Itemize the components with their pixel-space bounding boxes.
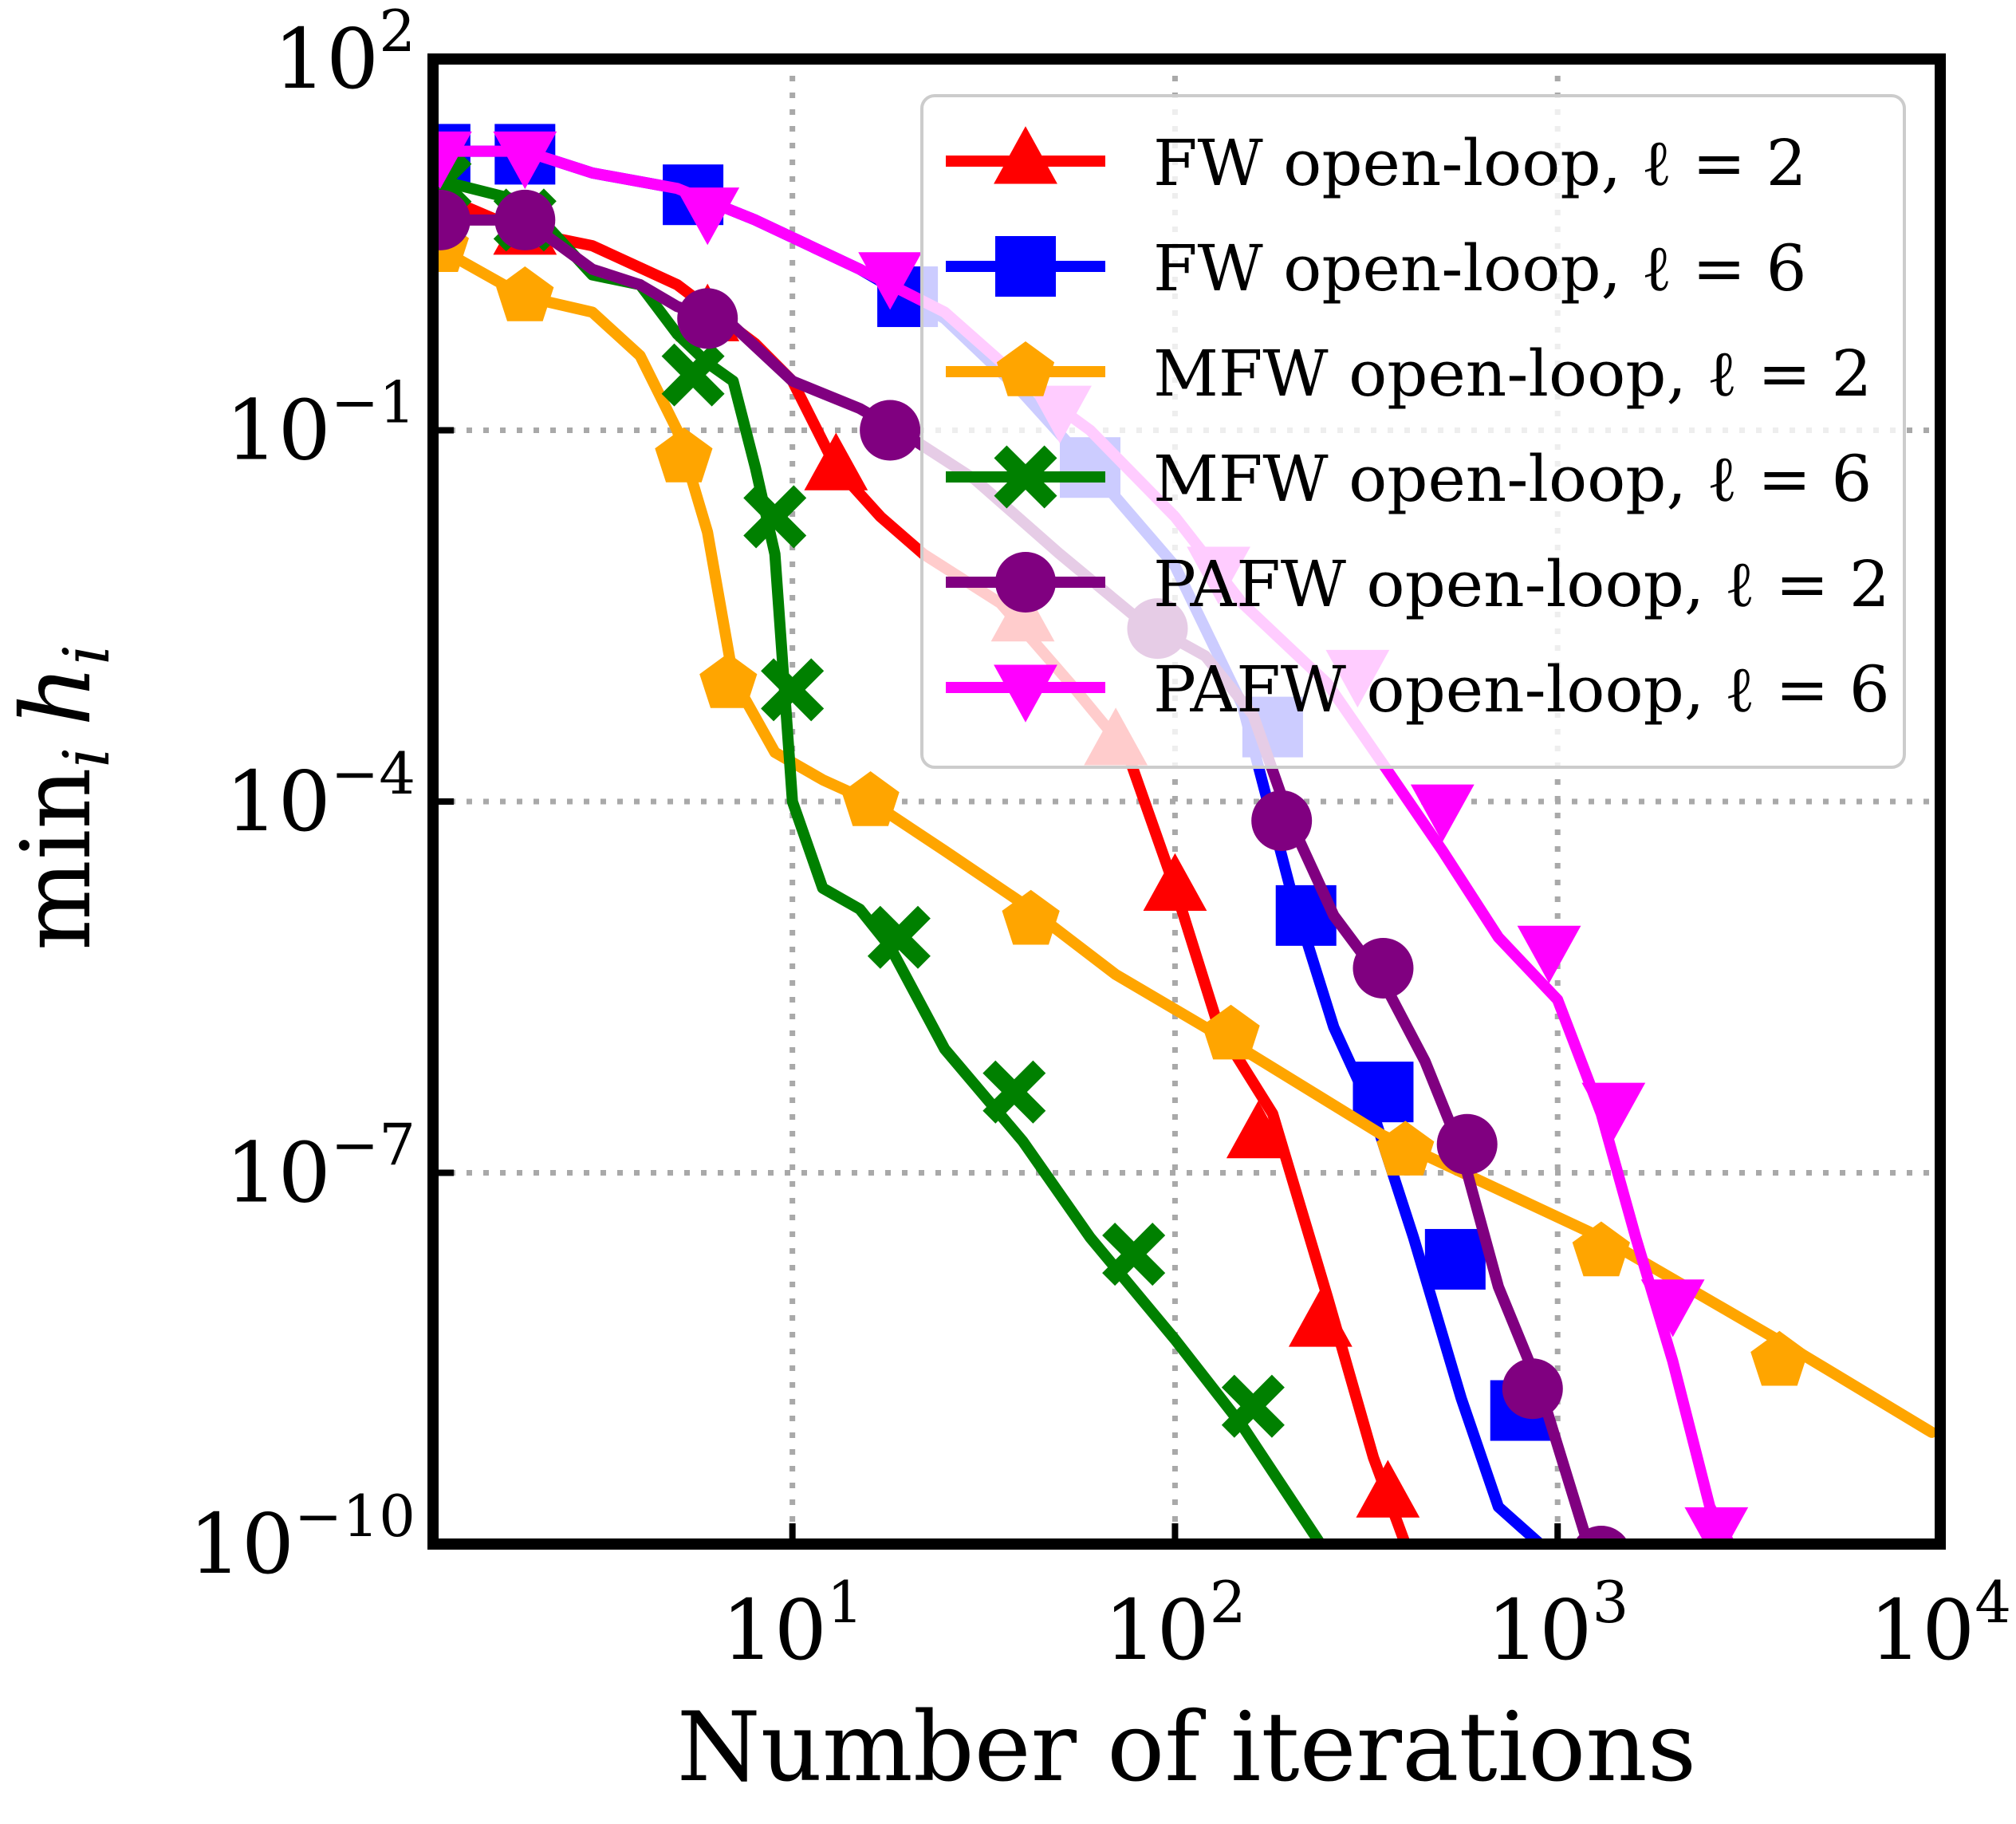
legend-marker xyxy=(994,664,1057,723)
legend-label: PAFW open-loop, ℓ = 2 xyxy=(1153,547,1890,621)
y-tick-label-base: 10 xyxy=(226,382,331,479)
data-point xyxy=(1502,1358,1563,1420)
legend-label: MFW open-loop, ℓ = 2 xyxy=(1153,337,1872,411)
y-tick-label-exponent: −10 xyxy=(294,1483,415,1550)
legend-marker xyxy=(994,445,1057,509)
x-axis-title: Number of iterations xyxy=(677,1692,1696,1803)
y-tick-label-exponent: 2 xyxy=(379,0,415,65)
y-axis-title-var-sub: i xyxy=(49,644,124,665)
legend-item: PAFW open-loop, ℓ = 2 xyxy=(946,547,1890,621)
y-axis-title: minihi xyxy=(2,644,124,951)
legend-label: MFW open-loop, ℓ = 6 xyxy=(1153,442,1872,516)
x-tick-label-base: 10 xyxy=(722,1582,827,1679)
x-tick-label-exponent: 3 xyxy=(1592,1569,1628,1636)
data-point xyxy=(433,131,472,190)
data-point xyxy=(655,427,713,483)
data-point xyxy=(1002,889,1060,945)
data-point xyxy=(1251,790,1313,852)
x-tick-label-exponent: 4 xyxy=(1975,1569,2011,1636)
data-point xyxy=(1424,1228,1486,1290)
legend-item: FW open-loop, ℓ = 2 xyxy=(946,126,1807,200)
y-tick-label: 10−1 xyxy=(226,369,415,479)
data-point xyxy=(858,252,923,310)
data-point xyxy=(675,187,740,246)
y-axis-title-min: min xyxy=(2,768,112,951)
data-point xyxy=(1410,784,1475,842)
data-point xyxy=(1750,1330,1809,1386)
data-point xyxy=(677,288,738,349)
data-point xyxy=(1202,1004,1260,1060)
data-point xyxy=(1102,1223,1166,1286)
legend-label: PAFW open-loop, ℓ = 6 xyxy=(1153,652,1890,727)
legend-item: FW open-loop, ℓ = 6 xyxy=(946,231,1807,305)
data-point xyxy=(860,400,921,461)
data-point xyxy=(433,151,472,215)
y-tick-label-base: 10 xyxy=(274,10,379,108)
data-point xyxy=(661,343,725,407)
data-point xyxy=(1288,1289,1353,1347)
x-tick-label-base: 10 xyxy=(1869,1582,1975,1679)
data-point xyxy=(699,652,758,708)
y-tick-label: 10−4 xyxy=(226,740,415,850)
data-point xyxy=(1356,1460,1420,1518)
data-point xyxy=(841,771,900,826)
legend-marker xyxy=(995,236,1056,297)
y-tick-label-exponent: −7 xyxy=(331,1112,415,1179)
data-point xyxy=(433,189,471,250)
y-tick-label-base: 10 xyxy=(226,753,331,850)
y-tick-label-exponent: −1 xyxy=(331,369,415,436)
data-point xyxy=(761,658,825,722)
x-tick-label: 104 xyxy=(1869,1569,2011,1679)
data-point xyxy=(1436,1113,1498,1175)
data-point xyxy=(494,189,556,250)
x-tick-label-exponent: 1 xyxy=(827,1569,864,1636)
data-point xyxy=(1640,1279,1705,1337)
data-point xyxy=(1684,1507,1749,1544)
y-axis-title-var: h xyxy=(2,665,112,727)
legend-item: PAFW open-loop, ℓ = 6 xyxy=(946,652,1890,727)
data-point xyxy=(804,432,868,490)
data-point xyxy=(493,131,557,190)
legend: FW open-loop, ℓ = 2 FW open-loop, ℓ = 6 MF… xyxy=(920,94,1906,769)
y-tick-label-base: 10 xyxy=(189,1495,294,1593)
legend-label: FW open-loop, ℓ = 2 xyxy=(1153,126,1807,200)
x-tick-label-exponent: 2 xyxy=(1210,1569,1246,1636)
legend-marker xyxy=(996,341,1055,396)
data-point xyxy=(1572,1221,1630,1277)
x-tick-label: 102 xyxy=(1104,1569,1246,1679)
data-point xyxy=(1581,1082,1646,1140)
y-tick-label-base: 10 xyxy=(226,1125,331,1222)
data-point xyxy=(1353,937,1414,999)
data-point xyxy=(1226,1101,1290,1159)
legend-item: MFW open-loop, ℓ = 2 xyxy=(946,337,1872,411)
data-point xyxy=(1517,925,1581,983)
data-point xyxy=(1353,1062,1414,1123)
x-tick-label: 103 xyxy=(1486,1569,1628,1679)
data-point xyxy=(1143,853,1207,911)
data-point xyxy=(496,266,554,321)
legend-item: MFW open-loop, ℓ = 6 xyxy=(946,442,1872,516)
y-tick-label-exponent: −4 xyxy=(331,740,415,807)
data-point xyxy=(982,1060,1046,1124)
y-tick-label: 102 xyxy=(274,0,415,108)
x-tick-label-base: 10 xyxy=(1486,1582,1592,1679)
y-tick-label: 10−10 xyxy=(189,1483,415,1593)
legend-marker xyxy=(995,552,1056,613)
legend-label: FW open-loop, ℓ = 6 xyxy=(1153,231,1807,305)
x-tick-label-base: 10 xyxy=(1104,1582,1209,1679)
legend-marker xyxy=(994,126,1057,184)
data-point xyxy=(1221,1374,1285,1438)
data-point xyxy=(867,905,931,969)
x-tick-label: 101 xyxy=(722,1569,864,1679)
y-axis-title-min-sub: i xyxy=(49,747,124,768)
data-point xyxy=(743,485,807,549)
y-tick-label: 10−7 xyxy=(226,1112,415,1222)
legend-box xyxy=(920,94,1906,769)
data-point xyxy=(1376,1121,1435,1176)
